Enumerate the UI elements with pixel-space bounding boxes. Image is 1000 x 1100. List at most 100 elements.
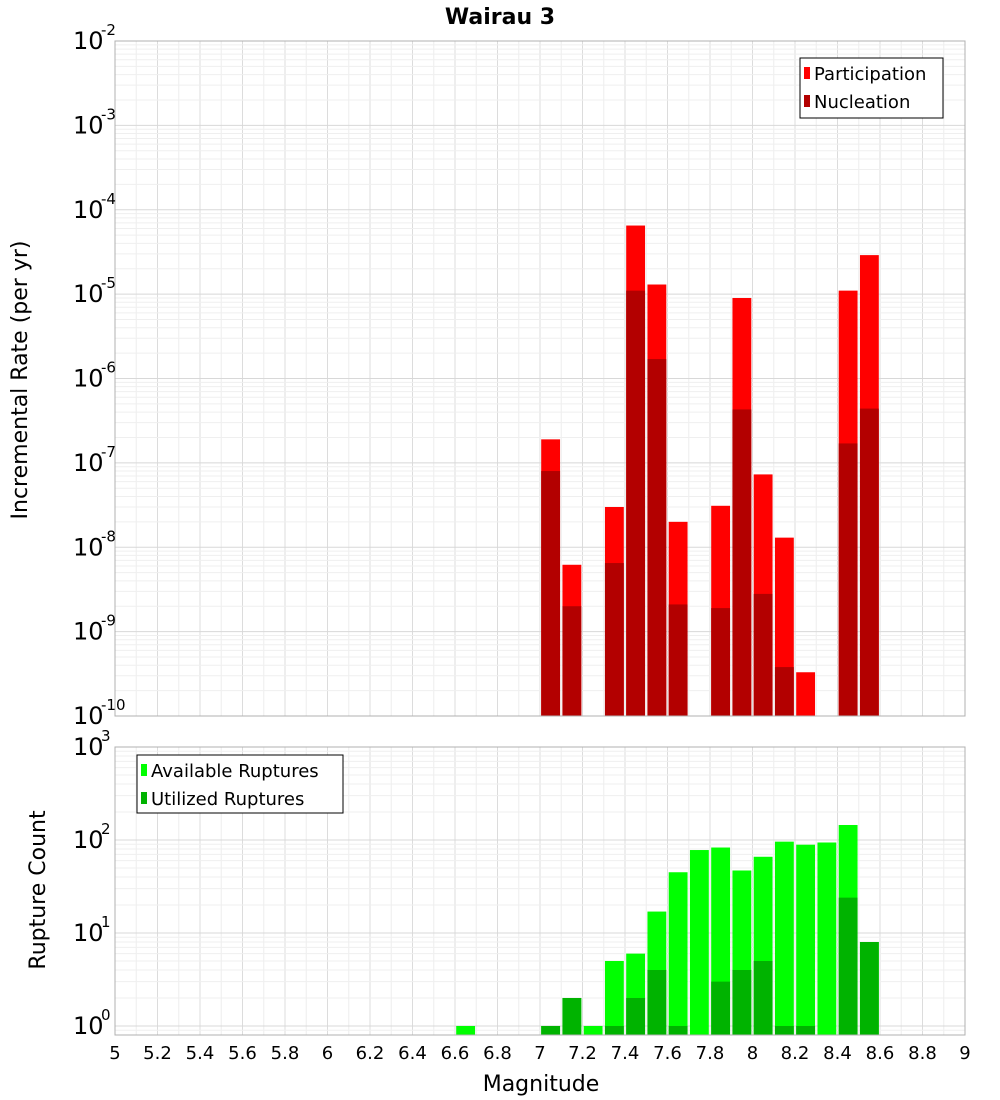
bar bbox=[711, 981, 731, 1035]
x-tick-label: 8.4 bbox=[823, 1043, 852, 1064]
y-tick-exponent: -4 bbox=[101, 190, 116, 208]
y-tick-label: 10 bbox=[73, 449, 104, 477]
x-tick-label: 7.6 bbox=[653, 1043, 682, 1064]
legend-label: Available Ruptures bbox=[151, 761, 319, 782]
bar bbox=[753, 960, 773, 1035]
legend-box bbox=[799, 57, 944, 119]
x-axis: 5 5.2 5.4 5.6 5.8 6 6.2 6.4 6.6 6.8 7 7.2 7.4 7.6 7.8 8… bbox=[109, 1043, 970, 1064]
rate-panel: 10-1010-910-810-710-610-510-410-310-2Par… bbox=[73, 21, 966, 730]
rate-plot-frame bbox=[114, 40, 966, 717]
bar bbox=[796, 844, 816, 1035]
x-tick-label: 6.6 bbox=[441, 1043, 470, 1064]
y-tick-exponent: -6 bbox=[101, 359, 116, 377]
y-tick-label: 10 bbox=[73, 280, 104, 308]
bar bbox=[604, 1025, 624, 1035]
y-tick-exponent: -7 bbox=[101, 443, 116, 461]
y-tick-label: 10 bbox=[73, 111, 104, 139]
y-tick-exponent: -8 bbox=[101, 527, 116, 545]
rate-grid bbox=[114, 41, 966, 717]
y-tick-label: 10 bbox=[73, 919, 104, 947]
count-plot-frame bbox=[114, 746, 966, 1036]
bar bbox=[604, 563, 624, 716]
y-axis-label-bottom: Rupture Count bbox=[26, 810, 51, 970]
y-tick-label: 10 bbox=[73, 733, 104, 761]
bar bbox=[732, 969, 752, 1035]
y-tick-label: 10 bbox=[73, 702, 104, 730]
rate-legend: Participation Nucleation bbox=[799, 57, 944, 119]
y-tick-label: 10 bbox=[73, 365, 104, 393]
x-tick-label: 7 bbox=[534, 1043, 545, 1064]
bar bbox=[626, 290, 646, 716]
legend-swatch bbox=[804, 67, 810, 79]
rate-series-b bbox=[541, 290, 879, 716]
bar bbox=[647, 969, 667, 1035]
bar bbox=[456, 1025, 476, 1035]
y-tick-label: 10 bbox=[73, 27, 104, 55]
x-tick-label: 6.8 bbox=[483, 1043, 512, 1064]
y-tick-exponent: 2 bbox=[101, 820, 111, 838]
bar bbox=[838, 443, 858, 716]
x-tick-label: 5.4 bbox=[186, 1043, 215, 1064]
y-tick-label: 10 bbox=[73, 826, 104, 854]
chart-title: Wairau 3 bbox=[445, 5, 555, 30]
bar bbox=[774, 841, 794, 1035]
x-tick-label: 5.2 bbox=[143, 1043, 172, 1064]
y-tick-label: 10 bbox=[73, 533, 104, 561]
bar bbox=[817, 842, 837, 1035]
bar bbox=[668, 604, 688, 716]
bar bbox=[711, 608, 731, 716]
x-tick-label: 5 bbox=[109, 1043, 120, 1064]
y-tick-exponent: -10 bbox=[101, 696, 126, 714]
x-tick-label: 6.4 bbox=[398, 1043, 427, 1064]
y-tick-label: 10 bbox=[73, 196, 104, 224]
bar bbox=[838, 897, 858, 1035]
bar bbox=[604, 960, 624, 1035]
y-tick-exponent: -3 bbox=[101, 105, 116, 123]
legend-swatch bbox=[804, 95, 810, 107]
x-tick-label: 8.8 bbox=[908, 1043, 937, 1064]
x-tick-label: 8.6 bbox=[866, 1043, 895, 1064]
y-tick-label: 10 bbox=[73, 1012, 104, 1040]
bar bbox=[562, 606, 582, 716]
bar bbox=[647, 359, 667, 716]
bar bbox=[626, 997, 646, 1035]
legend-box bbox=[136, 754, 344, 814]
x-tick-label: 7.4 bbox=[611, 1043, 640, 1064]
x-tick-label: 6.2 bbox=[356, 1043, 385, 1064]
bar bbox=[796, 1025, 816, 1035]
count-series-b bbox=[541, 897, 879, 1035]
legend-label: Participation bbox=[814, 64, 926, 85]
y-tick-exponent: -2 bbox=[101, 21, 116, 39]
bar bbox=[562, 997, 582, 1035]
y-tick-exponent: -9 bbox=[101, 612, 116, 630]
y-tick-label: 10 bbox=[73, 618, 104, 646]
y-tick-exponent: -5 bbox=[101, 274, 116, 292]
y-tick-exponent: 1 bbox=[101, 913, 111, 931]
x-tick-label: 7.2 bbox=[568, 1043, 597, 1064]
x-axis-label: Magnitude bbox=[483, 1072, 600, 1097]
legend-label: Utilized Ruptures bbox=[151, 789, 304, 810]
bar bbox=[541, 471, 561, 716]
x-tick-label: 5.6 bbox=[228, 1043, 257, 1064]
x-tick-label: 6 bbox=[322, 1043, 333, 1064]
x-tick-label: 9 bbox=[959, 1043, 970, 1064]
bar bbox=[541, 1025, 561, 1035]
legend-label: Nucleation bbox=[814, 92, 910, 113]
bar bbox=[583, 1025, 603, 1035]
bar bbox=[859, 942, 879, 1035]
count-legend: Available Ruptures Utilized Ruptures bbox=[136, 754, 344, 814]
x-tick-label: 8.2 bbox=[781, 1043, 810, 1064]
bar bbox=[732, 409, 752, 716]
bar bbox=[668, 1025, 688, 1035]
bar bbox=[859, 408, 879, 716]
x-tick-label: 7.8 bbox=[696, 1043, 725, 1064]
x-tick-label: 5.8 bbox=[271, 1043, 300, 1064]
legend-swatch bbox=[141, 792, 147, 804]
x-tick-label: 8 bbox=[747, 1043, 758, 1064]
y-tick-exponent: 0 bbox=[101, 1006, 111, 1024]
bar bbox=[796, 672, 816, 716]
